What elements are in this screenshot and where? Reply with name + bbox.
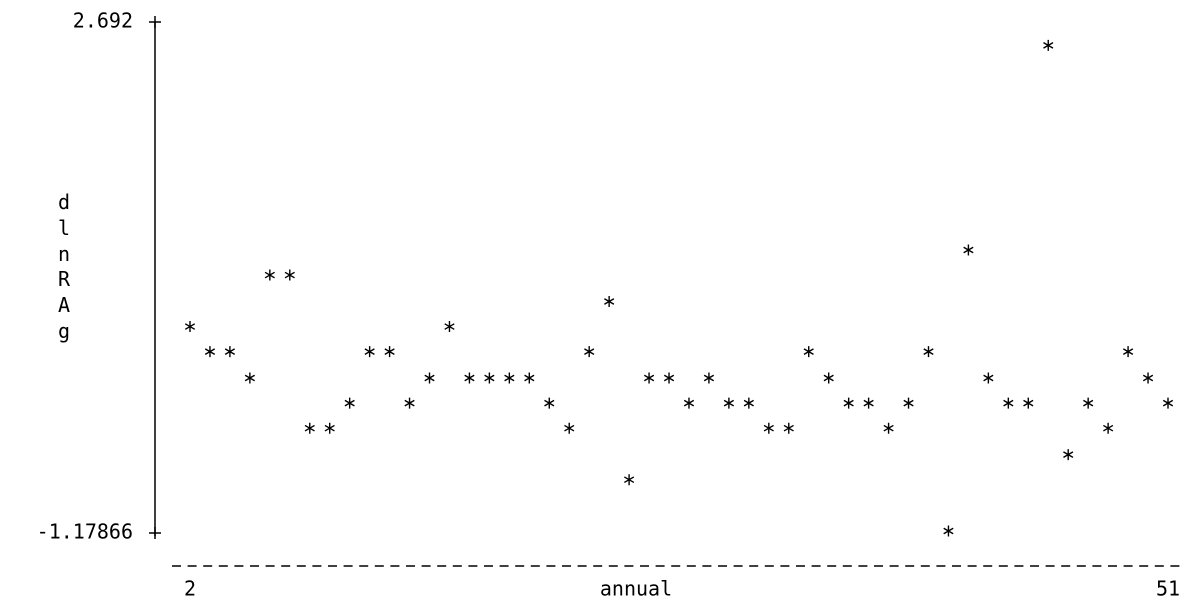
point <box>843 397 854 409</box>
point <box>224 346 236 358</box>
point <box>1003 397 1014 409</box>
point <box>1103 422 1114 434</box>
point <box>464 372 475 384</box>
point <box>504 372 515 384</box>
point <box>564 422 575 434</box>
y-tick-label: -1.17866 <box>37 520 133 544</box>
point <box>524 372 535 384</box>
y-tick-label: 2.692 <box>73 9 133 33</box>
y-tick <box>149 16 161 28</box>
point <box>863 397 874 409</box>
point <box>763 422 774 434</box>
x-axis-label: annual <box>600 577 672 601</box>
point <box>1162 397 1174 409</box>
point <box>723 397 735 409</box>
point <box>284 269 295 281</box>
point <box>963 244 974 256</box>
point <box>923 346 934 358</box>
point <box>424 372 435 384</box>
point <box>903 397 914 409</box>
point <box>244 372 255 384</box>
point <box>344 397 355 409</box>
x-tick-label: 2 <box>184 577 196 601</box>
point <box>264 269 275 281</box>
point <box>623 474 635 486</box>
point <box>484 372 495 384</box>
point <box>1142 372 1154 384</box>
point <box>1063 449 1074 461</box>
point <box>304 422 315 434</box>
point <box>604 295 615 307</box>
point <box>683 397 695 409</box>
point <box>404 397 415 409</box>
point <box>983 372 994 384</box>
x-tick-label: 51 <box>1156 577 1180 601</box>
y-tick <box>149 527 161 539</box>
point <box>204 346 216 358</box>
point <box>184 321 196 333</box>
point <box>883 422 894 434</box>
point <box>743 397 754 409</box>
point <box>703 372 715 384</box>
point <box>364 346 375 358</box>
point <box>1023 397 1034 409</box>
point <box>803 346 814 358</box>
point <box>584 346 595 358</box>
y-axis-label: dlnRAg <box>58 190 71 343</box>
point <box>1043 39 1054 51</box>
point <box>1122 346 1134 358</box>
point <box>324 422 335 434</box>
point <box>943 525 954 537</box>
point <box>544 397 555 409</box>
point <box>444 321 455 333</box>
point <box>823 372 834 384</box>
point <box>783 422 794 434</box>
point <box>663 372 675 384</box>
point <box>1083 397 1094 409</box>
point <box>643 372 655 384</box>
point <box>384 346 395 358</box>
